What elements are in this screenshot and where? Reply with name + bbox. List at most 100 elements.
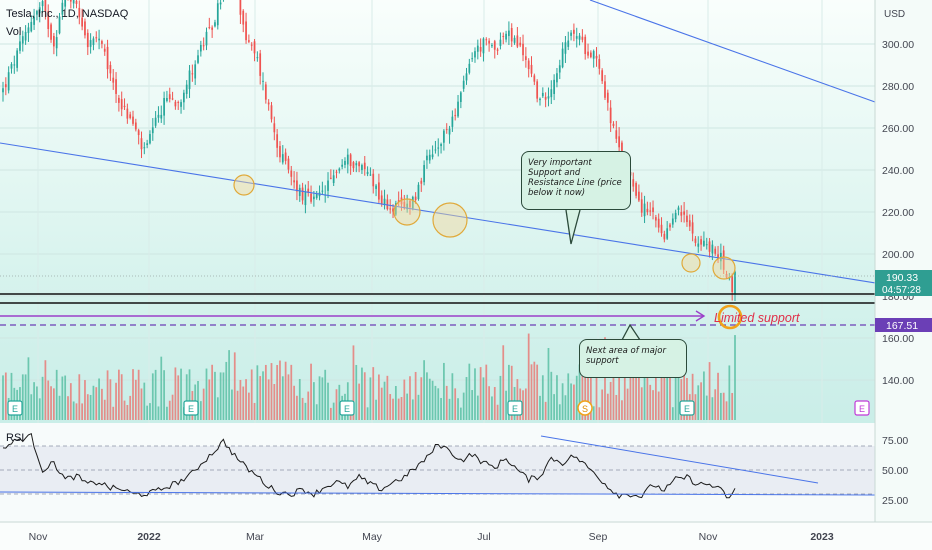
volume-bar: [106, 370, 109, 420]
candle: [293, 180, 295, 183]
annotation-trendline[interactable]: Very important Support and Resistance Li…: [521, 151, 631, 210]
candle: [618, 136, 620, 148]
candle: [516, 35, 519, 47]
candle: [488, 40, 490, 44]
candle: [174, 101, 177, 107]
volume-bar: [366, 407, 369, 420]
volume-bar: [103, 399, 106, 420]
candle: [649, 210, 652, 212]
candle: [123, 105, 126, 108]
volume-bar: [84, 380, 86, 420]
candle: [403, 201, 406, 209]
candle: [214, 22, 216, 27]
volume-bar: [652, 390, 654, 420]
volume-bar: [112, 406, 115, 420]
volume-bar: [406, 393, 409, 420]
volume-bar: [78, 374, 81, 420]
volume-bar: [479, 367, 482, 420]
candle: [7, 72, 10, 91]
candle: [564, 42, 567, 54]
candle: [19, 41, 21, 51]
highlight-circle: [432, 202, 468, 238]
candle: [2, 88, 4, 93]
volume-bar: [143, 382, 146, 420]
candle: [171, 98, 174, 100]
volume-bar: [273, 384, 276, 420]
candle: [134, 122, 137, 130]
volume-bar: [570, 383, 572, 420]
volume-bar: [578, 364, 581, 420]
volume-bar: [109, 379, 112, 420]
volume-bar: [669, 362, 671, 420]
rsi-support-line: [0, 491, 876, 496]
candle: [183, 92, 185, 103]
volume-bar: [231, 389, 233, 420]
candle: [69, 0, 72, 2]
earnings-marker: [679, 400, 695, 416]
volume-bar: [536, 364, 539, 420]
volume-bar: [64, 375, 67, 420]
candle: [352, 162, 355, 169]
candle: [10, 64, 13, 69]
volume-bar: [89, 394, 92, 420]
candle: [383, 198, 386, 206]
marker-label: E: [12, 404, 18, 414]
volume-bar: [335, 389, 338, 420]
candle: [476, 45, 479, 52]
volume-bar: [468, 363, 471, 420]
candle: [482, 38, 485, 54]
candle: [197, 55, 199, 63]
volume-bar: [440, 397, 442, 420]
volume-bar: [505, 390, 507, 420]
candle: [615, 130, 618, 139]
candle: [338, 168, 341, 171]
candle: [304, 191, 307, 206]
volume-bar: [69, 383, 72, 420]
candle: [601, 70, 604, 82]
candle: [578, 35, 581, 40]
volume-bar: [471, 390, 474, 420]
marker-label: E: [684, 404, 690, 414]
annotation-major-support[interactable]: Next area of major support: [579, 339, 687, 378]
candle: [688, 220, 691, 227]
volume-bar: [363, 372, 366, 420]
volume-bar: [304, 402, 307, 420]
candle: [587, 51, 589, 56]
candle: [81, 17, 84, 27]
candle: [372, 173, 375, 187]
candle: [106, 46, 109, 70]
candle: [146, 143, 149, 145]
volume-bar: [581, 375, 584, 420]
limited-support-circle: [717, 304, 743, 330]
candle: [575, 36, 578, 39]
volume-bar: [81, 403, 84, 420]
candle: [496, 49, 499, 51]
candle: [273, 123, 276, 133]
candle: [700, 239, 702, 245]
candle: [188, 70, 191, 90]
time-tick-label: Sep: [589, 531, 608, 543]
candle: [219, 2, 222, 5]
candle: [259, 53, 262, 76]
candle: [315, 194, 318, 198]
candle: [58, 16, 61, 34]
candle: [671, 218, 674, 225]
time-tick-label: May: [362, 531, 383, 543]
candle: [355, 163, 358, 166]
candle: [584, 36, 587, 55]
volume-bar: [236, 390, 239, 420]
volume-bar: [459, 407, 462, 420]
rsi-resistance-trendline: [540, 435, 819, 484]
volume-bar: [253, 402, 256, 420]
candle: [211, 27, 214, 30]
candle: [335, 171, 338, 173]
candle: [394, 203, 397, 215]
candle: [239, 0, 242, 15]
volume-bar: [448, 398, 451, 420]
candle: [530, 64, 533, 74]
volume-bar: [694, 394, 697, 420]
candle: [366, 171, 369, 175]
volume-bar: [372, 367, 375, 420]
volume-bar: [386, 375, 389, 420]
